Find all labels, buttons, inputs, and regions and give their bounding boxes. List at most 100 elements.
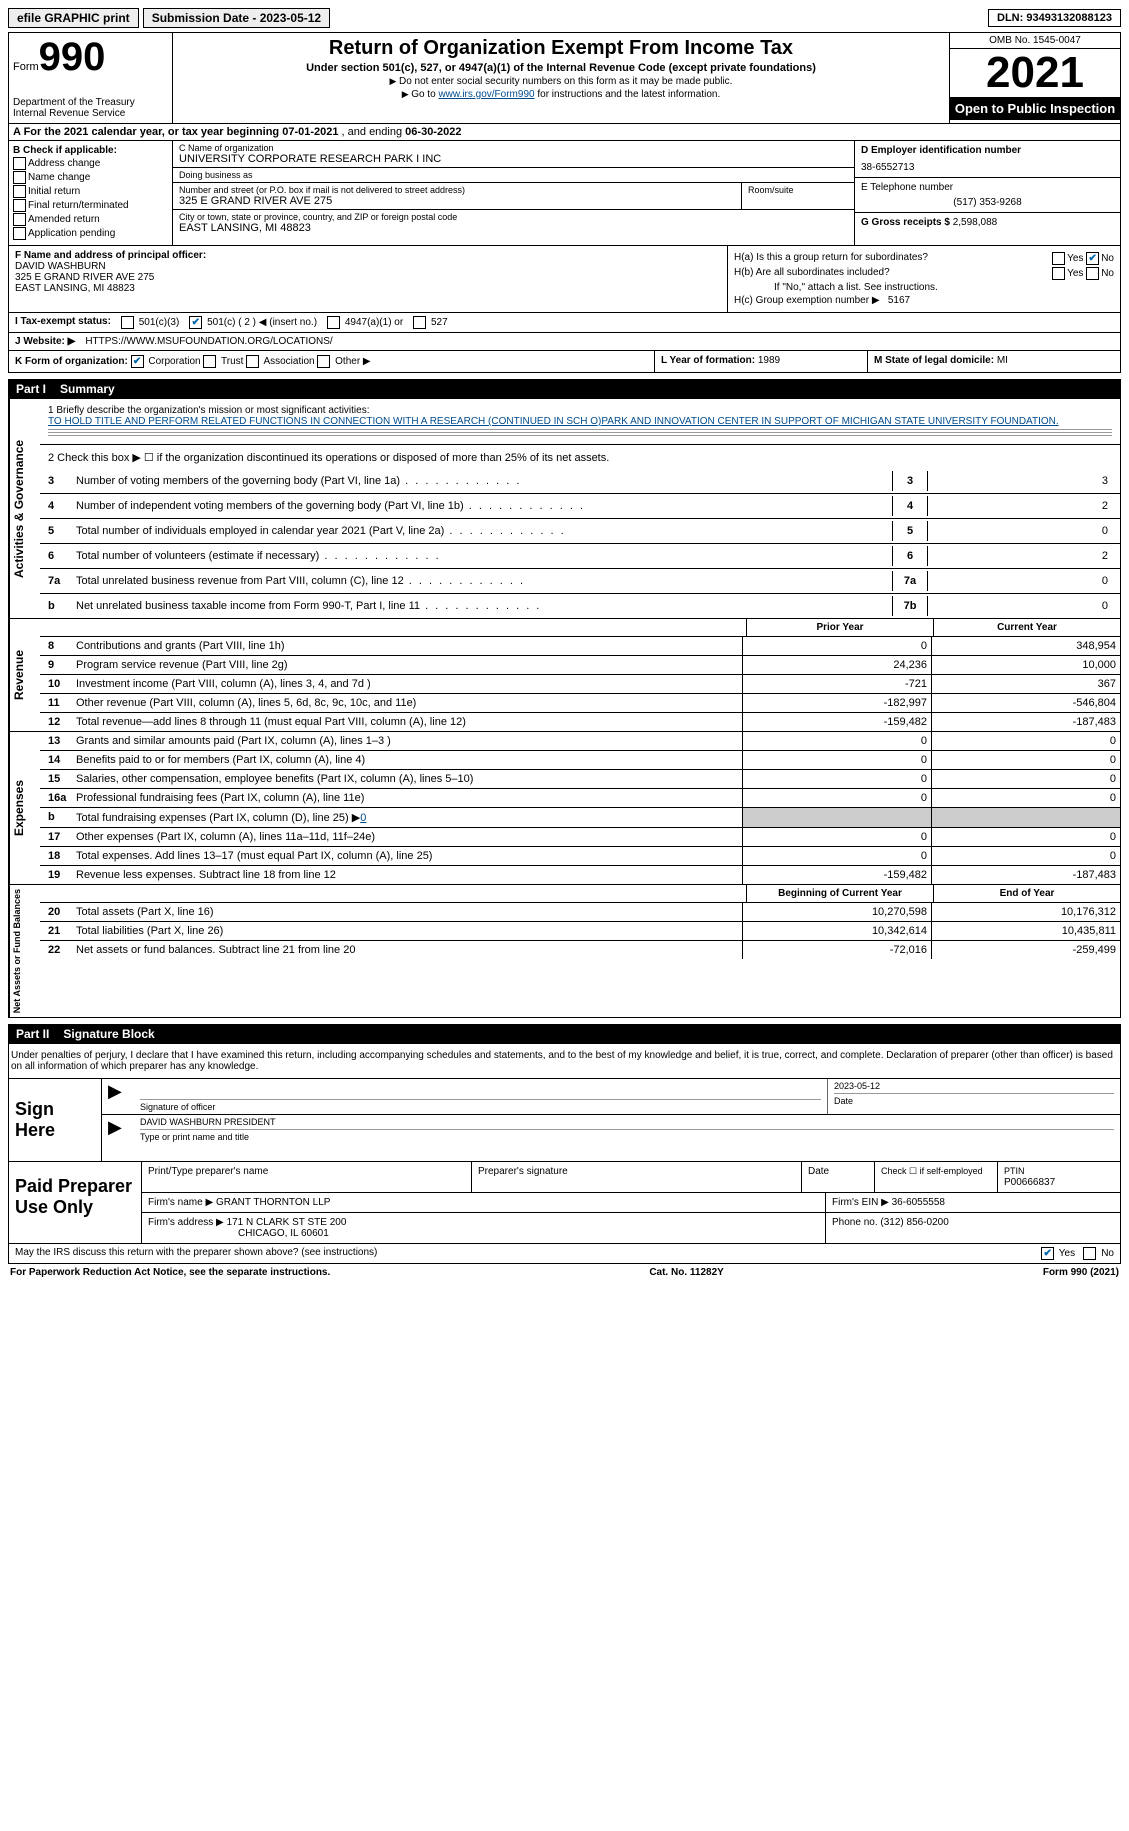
row-a: A For the 2021 calendar year, or tax yea… bbox=[8, 124, 1121, 141]
l14-prior: 0 bbox=[742, 751, 931, 769]
firm-ein-label: Firm's EIN ▶ bbox=[832, 1197, 889, 1208]
discuss-no[interactable] bbox=[1083, 1247, 1096, 1260]
check-other[interactable] bbox=[317, 355, 330, 368]
l16b-desc: Total fundraising expenses (Part IX, col… bbox=[76, 808, 742, 827]
check-527[interactable] bbox=[413, 316, 426, 329]
hb-yes[interactable] bbox=[1052, 267, 1065, 280]
section-fh: F Name and address of principal officer:… bbox=[8, 246, 1121, 313]
l7a-box: 7a bbox=[892, 571, 928, 591]
l22-desc: Net assets or fund balances. Subtract li… bbox=[76, 941, 742, 959]
ptin-value: P00666837 bbox=[1004, 1177, 1055, 1188]
penalties-text: Under penalties of perjury, I declare th… bbox=[8, 1044, 1121, 1079]
l12-curr: -187,483 bbox=[931, 713, 1120, 731]
officer-addr1: 325 E GRAND RIVER AVE 275 bbox=[15, 272, 154, 283]
officer-label: F Name and address of principal officer: bbox=[15, 250, 206, 261]
check-corp[interactable] bbox=[131, 355, 144, 368]
l10-desc: Investment income (Part VIII, column (A)… bbox=[76, 675, 742, 693]
hb-no[interactable] bbox=[1086, 267, 1099, 280]
l16a-curr: 0 bbox=[931, 789, 1120, 807]
check-trust[interactable] bbox=[203, 355, 216, 368]
l12-desc: Total revenue—add lines 8 through 11 (mu… bbox=[76, 713, 742, 731]
check-501c3[interactable] bbox=[121, 316, 134, 329]
opt-trust: Trust bbox=[221, 356, 243, 367]
check-final-return[interactable] bbox=[13, 199, 26, 212]
check-name-change[interactable] bbox=[13, 171, 26, 184]
preparer-label: Paid Preparer Use Only bbox=[9, 1162, 142, 1243]
tab-expenses: Expenses bbox=[9, 732, 40, 884]
opt-app-pending: Application pending bbox=[28, 228, 115, 239]
hb-label: H(b) Are all subordinates included? bbox=[734, 267, 890, 280]
check-address-change[interactable] bbox=[13, 157, 26, 170]
irs-link[interactable]: www.irs.gov/Form990 bbox=[438, 89, 534, 100]
sig-date-label: Date bbox=[834, 1096, 853, 1106]
l5-desc: Total number of individuals employed in … bbox=[76, 525, 892, 537]
org-name: UNIVERSITY CORPORATE RESEARCH PARK I INC bbox=[179, 153, 848, 165]
l16b-num: b bbox=[40, 808, 76, 827]
l14-curr: 0 bbox=[931, 751, 1120, 769]
l6-box: 6 bbox=[892, 546, 928, 566]
l6-num: 6 bbox=[48, 550, 76, 562]
l21-boy: 10,342,614 bbox=[742, 922, 931, 940]
ha-yes[interactable] bbox=[1052, 252, 1065, 265]
opt-other: Other ▶ bbox=[335, 356, 370, 367]
firm-ein: 36-6055558 bbox=[892, 1197, 945, 1208]
l7b-val: 0 bbox=[928, 600, 1112, 612]
l9-curr: 10,000 bbox=[931, 656, 1120, 674]
note-ssn: Do not enter social security numbers on … bbox=[181, 76, 941, 87]
sign-arrow-icon-2: ▶ bbox=[102, 1115, 134, 1144]
l21-desc: Total liabilities (Part X, line 26) bbox=[76, 922, 742, 940]
opt-501c: 501(c) ( 2 ) ◀ (insert no.) bbox=[207, 317, 317, 328]
note-link-post: for instructions and the latest informat… bbox=[535, 89, 721, 100]
check-amended[interactable] bbox=[13, 213, 26, 226]
l4-desc: Number of independent voting members of … bbox=[76, 500, 892, 512]
part2-label: Part II bbox=[16, 1027, 49, 1041]
firm-addr1: 171 N CLARK ST STE 200 bbox=[227, 1217, 347, 1228]
top-bar: efile GRAPHIC print Submission Date - 20… bbox=[8, 8, 1121, 28]
part1-label: Part I bbox=[16, 382, 46, 396]
sign-here-label: Sign Here bbox=[9, 1079, 102, 1161]
l13-desc: Grants and similar amounts paid (Part IX… bbox=[76, 732, 742, 750]
tax-year-end: 06-30-2022 bbox=[405, 126, 461, 138]
l12-prior: -159,482 bbox=[742, 713, 931, 731]
footer-right: Form 990 (2021) bbox=[1043, 1267, 1119, 1278]
year-formation-label: L Year of formation: bbox=[661, 355, 758, 366]
check-assoc[interactable] bbox=[246, 355, 259, 368]
efile-print-button[interactable]: efile GRAPHIC print bbox=[8, 8, 139, 28]
firm-addr2: CHICAGO, IL 60601 bbox=[238, 1228, 329, 1239]
l10-prior: -721 bbox=[742, 675, 931, 693]
form-header: Form990 Department of the Treasury Inter… bbox=[8, 32, 1121, 124]
l12-num: 12 bbox=[40, 713, 76, 731]
dept-label: Department of the Treasury Internal Reve… bbox=[13, 97, 168, 119]
mission-question: 1 Briefly describe the organization's mi… bbox=[48, 405, 1112, 416]
check-initial-return[interactable] bbox=[13, 185, 26, 198]
discuss-yes[interactable] bbox=[1041, 1247, 1054, 1260]
check-app-pending[interactable] bbox=[13, 227, 26, 240]
check-501c[interactable] bbox=[189, 316, 202, 329]
l20-eoy: 10,176,312 bbox=[931, 903, 1120, 921]
firm-name-label: Firm's name ▶ bbox=[148, 1197, 213, 1208]
l3-box: 3 bbox=[892, 471, 928, 491]
city-label: City or town, state or province, country… bbox=[179, 212, 848, 222]
check-4947[interactable] bbox=[327, 316, 340, 329]
l15-num: 15 bbox=[40, 770, 76, 788]
tab-revenue: Revenue bbox=[9, 619, 40, 731]
ha-no[interactable] bbox=[1086, 252, 1099, 265]
col-current: Current Year bbox=[933, 619, 1120, 636]
city-value: EAST LANSING, MI 48823 bbox=[179, 222, 848, 234]
l8-prior: 0 bbox=[742, 637, 931, 655]
part2-title: Signature Block bbox=[63, 1027, 154, 1041]
l7b-num: b bbox=[48, 600, 76, 612]
l9-num: 9 bbox=[40, 656, 76, 674]
l10-curr: 367 bbox=[931, 675, 1120, 693]
section-klm: K Form of organization: Corporation Trus… bbox=[8, 351, 1121, 373]
page-footer: For Paperwork Reduction Act Notice, see … bbox=[8, 1264, 1121, 1281]
preparer-block: Paid Preparer Use Only Print/Type prepar… bbox=[8, 1162, 1121, 1244]
l13-curr: 0 bbox=[931, 732, 1120, 750]
l15-desc: Salaries, other compensation, employee b… bbox=[76, 770, 742, 788]
l10-num: 10 bbox=[40, 675, 76, 693]
phone-value: (517) 353-9268 bbox=[861, 197, 1114, 208]
form-org-label: K Form of organization: bbox=[15, 356, 128, 367]
l14-num: 14 bbox=[40, 751, 76, 769]
note-link-pre: Go to bbox=[411, 89, 438, 100]
opt-assoc: Association bbox=[263, 356, 314, 367]
